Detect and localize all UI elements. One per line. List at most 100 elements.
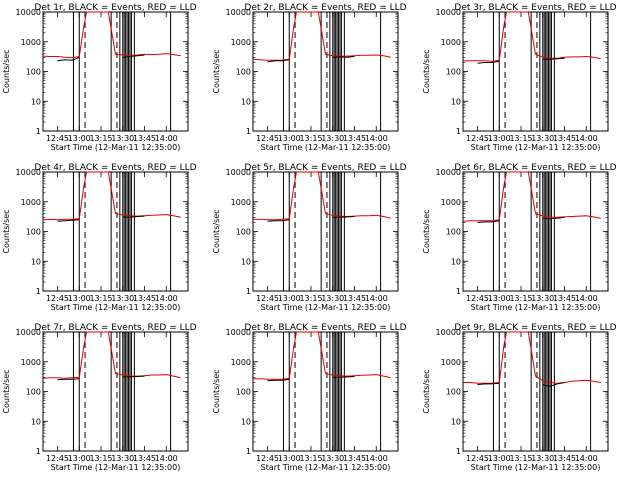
x-tick-label: 13:00 bbox=[278, 294, 301, 303]
x-tick-label: 14:00 bbox=[575, 134, 598, 143]
y-tick-label: 1000 bbox=[441, 358, 461, 367]
x-tick-label: 13:30 bbox=[111, 454, 134, 463]
series-black-events bbox=[477, 57, 565, 64]
x-tick-label: 13:00 bbox=[68, 294, 91, 303]
y-tick-label: 100 bbox=[26, 388, 41, 397]
plot-frame bbox=[42, 171, 189, 292]
x-axis-label: Start Time (12-Mar-11 12:35:00) bbox=[471, 143, 601, 152]
x-tick-label: 13:00 bbox=[278, 134, 301, 143]
panel-6: Det 6r, BLACK = Events, RED = LLD 1 10 100 1… bbox=[422, 163, 617, 312]
panel-title: Det 1r, BLACK = Events, RED = LLD bbox=[34, 3, 196, 13]
panel-3: Det 3r, BLACK = Events, RED = LLD 1 10 100 1… bbox=[422, 3, 617, 152]
y-tick-label: 10 bbox=[241, 417, 251, 426]
x-tick-label: 14:00 bbox=[365, 454, 388, 463]
series-red-lld bbox=[463, 11, 601, 62]
x-tick-label: 13:00 bbox=[488, 134, 511, 143]
y-tick-label: 10000 bbox=[436, 168, 461, 177]
panel-1: Det 1r, BLACK = Events, RED = LLD 1 10 100 1… bbox=[2, 3, 197, 152]
y-tick-label: 1 bbox=[456, 287, 461, 296]
series-black-events bbox=[477, 216, 565, 223]
x-tick-label: 13:15 bbox=[89, 454, 112, 463]
x-tick-label: 14:00 bbox=[155, 134, 178, 143]
y-tick-label: 1 bbox=[36, 287, 41, 296]
x-tick-label: 14:00 bbox=[155, 454, 178, 463]
x-tick-label: 13:15 bbox=[299, 134, 322, 143]
series-red-lld bbox=[42, 171, 181, 221]
y-tick-label: 100 bbox=[236, 388, 251, 397]
panel-2: Det 2r, BLACK = Events, RED = LLD 1 10 100 1… bbox=[212, 3, 407, 152]
x-tick-label: 13:15 bbox=[509, 134, 532, 143]
y-tick-label: 1 bbox=[456, 447, 461, 456]
plot-frame bbox=[252, 11, 399, 132]
x-tick-label: 14:00 bbox=[575, 294, 598, 303]
plot-frame bbox=[252, 171, 399, 292]
x-tick-label: 13:45 bbox=[133, 454, 156, 463]
x-tick-label: 13:15 bbox=[299, 294, 322, 303]
x-tick-label: 12:45 bbox=[466, 454, 489, 463]
y-tick-label: 10 bbox=[31, 417, 41, 426]
x-axis-label: Start Time (12-Mar-11 12:35:00) bbox=[51, 303, 181, 312]
x-axis-label: Start Time (12-Mar-11 12:35:00) bbox=[261, 463, 391, 472]
y-tick-label: 10 bbox=[451, 97, 461, 106]
x-axis-label: Start Time (12-Mar-11 12:35:00) bbox=[471, 463, 601, 472]
x-tick-label: 12:45 bbox=[256, 454, 279, 463]
x-tick-label: 13:45 bbox=[133, 134, 156, 143]
series-red-lld bbox=[42, 331, 181, 379]
panel-9: Det 9r, BLACK = Events, RED = LLD 1 10 100 1… bbox=[422, 323, 617, 472]
y-tick-label: 10000 bbox=[226, 328, 251, 337]
series-red-lld bbox=[253, 331, 391, 380]
y-tick-label: 100 bbox=[446, 388, 461, 397]
x-tick-label: 13:30 bbox=[531, 294, 554, 303]
series-black-events bbox=[57, 375, 145, 381]
y-axis-label: Counts/sec bbox=[422, 369, 431, 413]
x-tick-label: 13:45 bbox=[553, 134, 576, 143]
panel-title: Det 4r, BLACK = Events, RED = LLD bbox=[34, 163, 196, 173]
y-tick-label: 1000 bbox=[231, 38, 251, 47]
x-tick-label: 13:15 bbox=[89, 294, 112, 303]
y-tick-label: 1000 bbox=[231, 198, 251, 207]
x-tick-label: 13:00 bbox=[278, 454, 301, 463]
y-tick-label: 10 bbox=[31, 257, 41, 266]
plot-frame bbox=[42, 11, 189, 132]
x-axis-label: Start Time (12-Mar-11 12:35:00) bbox=[471, 303, 601, 312]
series-black-events bbox=[267, 216, 355, 222]
x-axis-label: Start Time (12-Mar-11 12:35:00) bbox=[261, 143, 391, 152]
x-tick-label: 12:45 bbox=[46, 294, 69, 303]
x-tick-label: 12:45 bbox=[466, 294, 489, 303]
y-tick-label: 100 bbox=[236, 68, 251, 77]
series-red-lld bbox=[42, 11, 181, 59]
x-tick-label: 14:00 bbox=[575, 454, 598, 463]
y-tick-label: 1 bbox=[36, 447, 41, 456]
x-tick-label: 14:00 bbox=[365, 134, 388, 143]
y-tick-label: 1000 bbox=[21, 198, 41, 207]
series-black-events bbox=[57, 54, 145, 62]
x-tick-label: 14:00 bbox=[155, 294, 178, 303]
y-axis-label: Counts/sec bbox=[2, 209, 11, 253]
y-tick-label: 100 bbox=[26, 68, 41, 77]
x-tick-label: 13:00 bbox=[488, 294, 511, 303]
x-tick-label: 12:45 bbox=[256, 294, 279, 303]
x-tick-label: 12:45 bbox=[256, 134, 279, 143]
x-tick-label: 13:45 bbox=[553, 294, 576, 303]
y-tick-label: 10000 bbox=[16, 8, 41, 17]
series-black-events bbox=[57, 215, 145, 222]
x-axis-label: Start Time (12-Mar-11 12:35:00) bbox=[51, 143, 181, 152]
plot-frame bbox=[42, 331, 189, 452]
y-tick-label: 10 bbox=[31, 97, 41, 106]
y-axis-label: Counts/sec bbox=[2, 49, 11, 93]
y-axis-label: Counts/sec bbox=[212, 49, 221, 93]
panel-7: Det 7r, BLACK = Events, RED = LLD 1 10 100 1… bbox=[2, 323, 197, 472]
y-tick-label: 100 bbox=[446, 228, 461, 237]
x-tick-label: 13:45 bbox=[133, 294, 156, 303]
x-tick-label: 13:15 bbox=[509, 454, 532, 463]
y-tick-label: 10000 bbox=[436, 328, 461, 337]
y-tick-label: 10 bbox=[451, 417, 461, 426]
x-tick-label: 13:30 bbox=[111, 294, 134, 303]
x-tick-label: 12:45 bbox=[46, 134, 69, 143]
x-tick-label: 13:00 bbox=[68, 134, 91, 143]
y-tick-label: 1000 bbox=[21, 38, 41, 47]
plot-frame bbox=[462, 11, 609, 132]
x-tick-label: 13:30 bbox=[321, 454, 344, 463]
x-tick-label: 12:45 bbox=[466, 134, 489, 143]
